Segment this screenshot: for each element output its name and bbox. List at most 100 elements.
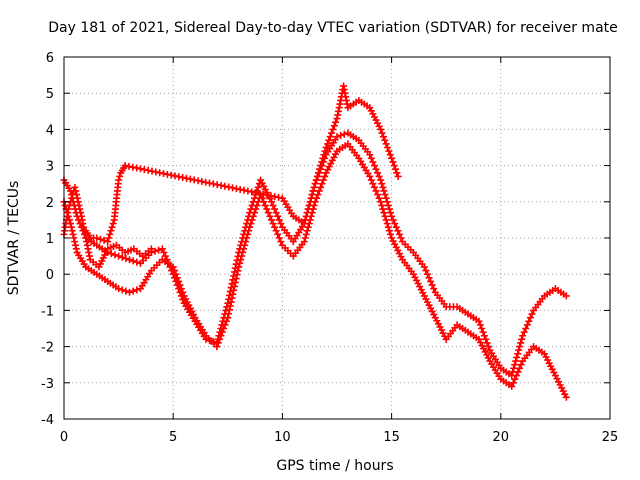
data-point-interp [250, 209, 258, 217]
data-point-interp [254, 183, 262, 191]
data-point-interp [428, 281, 436, 289]
data-point-interp [304, 205, 312, 213]
data-point [213, 343, 221, 351]
data-point-interp [221, 321, 229, 329]
data-point-interp [382, 216, 390, 224]
data-point-interp [328, 129, 336, 137]
data-point-interp [77, 209, 85, 217]
data-point-interp [513, 353, 521, 361]
data-point-interp [72, 187, 80, 195]
y-tick-label: 6 [46, 51, 54, 66]
data-point-interp [303, 227, 311, 235]
chart-title: Day 181 of 2021, Sidereal Day-to-day VTE… [48, 20, 618, 36]
data-markers [60, 82, 570, 401]
data-point-interp [516, 343, 524, 351]
data-point-interp [383, 198, 391, 206]
data-point-interp [515, 346, 523, 354]
data-point-interp [225, 310, 233, 318]
data-point-interp [372, 165, 380, 173]
data-point-interp [397, 234, 405, 242]
data-point-interp [512, 357, 520, 365]
data-point-interp [387, 230, 395, 238]
data-point-interp [384, 223, 392, 231]
x-tick-label: 10 [274, 430, 291, 445]
data-point-interp [96, 235, 104, 243]
data-point-interp [179, 288, 187, 296]
data-point-interp [308, 191, 316, 199]
data-point-interp [375, 172, 383, 180]
data-point-interp [302, 212, 310, 220]
data-point-interp [317, 162, 325, 170]
data-point-interp [483, 339, 491, 347]
data-point-interp [122, 255, 130, 263]
data-point-interp [275, 234, 283, 242]
data-point-interp [261, 201, 269, 209]
data-point-interp [479, 328, 487, 336]
data-point-interp [384, 201, 392, 209]
data-point [71, 183, 79, 191]
data-point-interp [329, 125, 337, 133]
data-point-interp [385, 227, 393, 235]
y-tick-label: -1 [41, 304, 54, 319]
data-point-interp [68, 227, 76, 235]
data-point [104, 238, 112, 246]
data-point-interp [65, 201, 73, 209]
data-point-interp [307, 194, 315, 202]
data-point [126, 288, 134, 296]
data-point-interp [236, 259, 244, 267]
data-point-interp [379, 133, 387, 141]
data-point-interp [480, 332, 488, 340]
data-point-interp [71, 241, 79, 249]
data-point [115, 252, 123, 260]
x-axis-title: GPS time / hours [276, 458, 393, 474]
data-point [377, 198, 385, 206]
data-point-interp [518, 335, 526, 343]
data-point-interp [302, 230, 310, 238]
data-point-interp [374, 169, 382, 177]
data-point [224, 314, 232, 322]
data-point-interp [277, 238, 285, 246]
data-point-interp [319, 154, 327, 162]
y-tick-label: 5 [46, 87, 54, 102]
data-point-interp [425, 274, 433, 282]
data-point [366, 151, 374, 159]
data-point-interp [374, 191, 382, 199]
data-point-interp [249, 212, 257, 220]
data-point-interp [301, 234, 309, 242]
data-point-interp [253, 201, 261, 209]
data-point [93, 234, 101, 242]
data-point-interp [511, 375, 519, 383]
data-point-interp [369, 180, 377, 188]
data-point-interp [381, 191, 389, 199]
data-point-interp [275, 216, 283, 224]
data-point-interp [229, 290, 237, 298]
data-point-interp [385, 147, 393, 155]
data-point [377, 176, 385, 184]
data-point-interp [238, 252, 246, 260]
data-point-interp [76, 205, 84, 213]
data-point-interp [177, 285, 185, 293]
data-point-interp [321, 172, 329, 180]
y-tick-label: 4 [46, 123, 54, 138]
data-point-interp [100, 236, 108, 244]
y-tick-label: -2 [41, 341, 54, 356]
data-point-interp [69, 230, 77, 238]
data-point-interp [240, 245, 248, 253]
data-point-interp [228, 294, 236, 302]
data-point-interp [379, 183, 387, 191]
data-point-interp [272, 227, 280, 235]
data-point [519, 332, 527, 340]
data-point-interp [476, 321, 484, 329]
data-point-interp [72, 245, 80, 253]
data-point-interp [384, 144, 392, 151]
data-point-interp [109, 220, 117, 228]
data-point [562, 393, 570, 401]
data-point-interp [306, 198, 314, 206]
data-point-interp [70, 234, 78, 242]
data-point [246, 223, 254, 231]
data-point-interp [260, 198, 268, 206]
data-point-interp [129, 257, 137, 265]
data-point-interp [175, 277, 183, 285]
data-point-interp [242, 238, 250, 246]
